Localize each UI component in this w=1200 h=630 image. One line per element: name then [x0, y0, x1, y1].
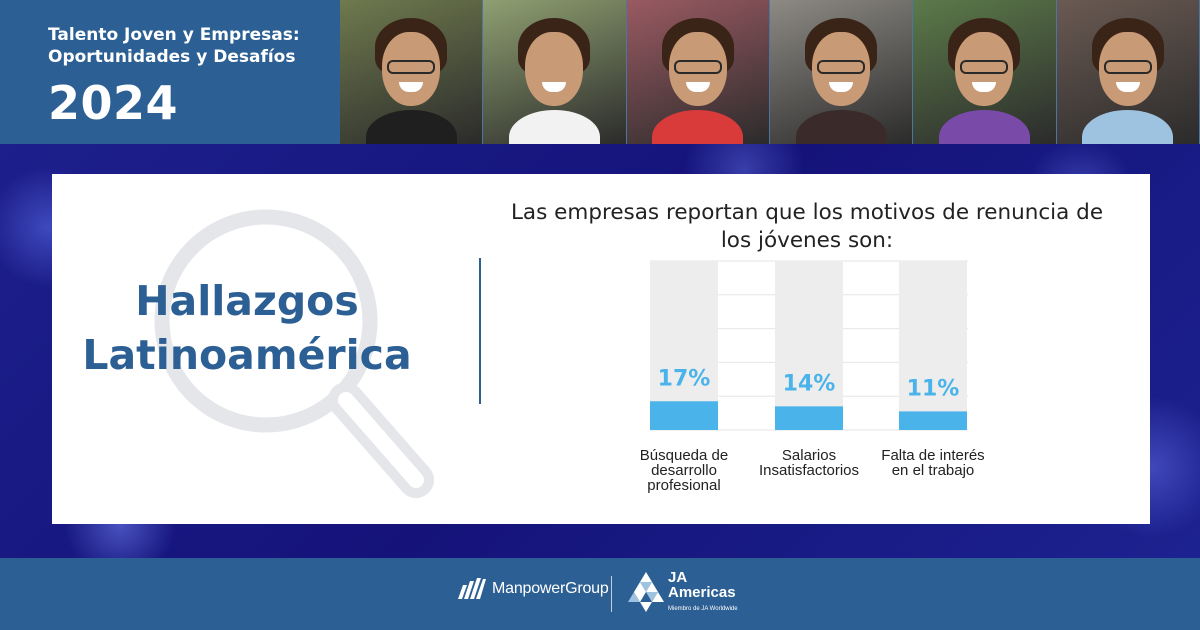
manpowergroup-name: ManpowerGroup: [492, 580, 609, 597]
findings-card: Hallazgos Latinoamérica Las empresas rep…: [52, 174, 1150, 524]
bar-value-label: 17%: [658, 366, 711, 391]
magnifier-icon: [154, 209, 434, 498]
photo-smile: [399, 82, 424, 92]
student-photo: [913, 0, 1057, 144]
category-label-line: Salarios: [781, 447, 837, 464]
photo-smile: [1115, 82, 1140, 92]
photo-strip: [340, 0, 1200, 144]
ja-americas-logo: JA Americas Miembro de JA Worldwide: [626, 570, 738, 619]
manpowergroup-logo: ManpowerGroup: [458, 577, 609, 601]
category-label-line: desarrollo: [651, 462, 717, 479]
category-label-line: Búsqueda de: [639, 447, 729, 464]
student-photo: [1056, 0, 1200, 144]
student-photo: [340, 0, 484, 144]
photo-glasses: [960, 60, 1009, 74]
student-photo: [769, 0, 914, 144]
ja-americas-mark-icon: [628, 572, 664, 612]
findings-heading-line-1: Hallazgos: [135, 277, 359, 325]
photo-smile: [685, 82, 710, 92]
bar-chart: 17% 14% 11%: [650, 260, 968, 431]
findings-heading: Hallazgos Latinoamérica: [52, 274, 442, 382]
bar-value-label: 14%: [783, 371, 836, 396]
photo-glasses: [387, 60, 436, 74]
bar: [899, 411, 967, 430]
category-label: Falta de interés en el trabajo: [863, 448, 1003, 478]
report-title-block: Talento Joven y Empresas: Oportunidades …: [0, 0, 340, 144]
bar-track: [899, 261, 967, 430]
category-label-line: Falta de interés: [881, 447, 985, 464]
bar: [775, 406, 843, 430]
ja-member-tagline: Miembro de JA Worldwide: [668, 606, 738, 612]
report-title-line-2: Oportunidades y Desafíos: [48, 47, 296, 67]
bar-track: [775, 261, 843, 430]
vertical-divider: [479, 258, 481, 404]
photo-smile: [972, 82, 997, 92]
category-label: Búsqueda de desarrollo profesional: [614, 448, 754, 493]
ja-americas-wordmark: JA Americas: [668, 570, 736, 600]
category-label-line: en el trabajo: [891, 462, 975, 479]
ja-wordmark-line-1: JA: [668, 569, 688, 586]
category-label-line: Insatisfactorios: [758, 462, 860, 479]
footer-bar: ManpowerGroup JA Americas Miembro de JA …: [0, 558, 1200, 630]
student-photo: [626, 0, 770, 144]
photo-glasses: [817, 60, 866, 74]
findings-heading-line-2: Latinoamérica: [82, 331, 412, 379]
photo-smile: [829, 82, 854, 92]
category-label-line: profesional: [647, 477, 721, 494]
manpowergroup-mark-icon: [458, 578, 486, 599]
photo-glasses: [1103, 60, 1152, 74]
student-photo: [483, 0, 627, 144]
chart-title-line-1: Las empresas reportan que los motivos de…: [510, 200, 1104, 225]
bar: [650, 401, 718, 430]
photo-smile: [542, 82, 567, 92]
ja-wordmark-line-2: Americas: [668, 584, 736, 601]
category-label: Salarios Insatisfactorios: [739, 448, 879, 478]
logo-separator: [611, 576, 612, 612]
report-title-line-1: Talento Joven y Empresas:: [48, 25, 300, 45]
bar-value-label: 11%: [907, 376, 960, 401]
photo-face: [525, 32, 584, 106]
chart-title-line-2: los jóvenes son:: [720, 228, 894, 253]
header-banner: Talento Joven y Empresas: Oportunidades …: [0, 0, 1200, 144]
photo-glasses: [673, 60, 722, 74]
report-year: 2024: [48, 76, 179, 130]
chart-title: Las empresas reportan que los motivos de…: [492, 199, 1122, 255]
